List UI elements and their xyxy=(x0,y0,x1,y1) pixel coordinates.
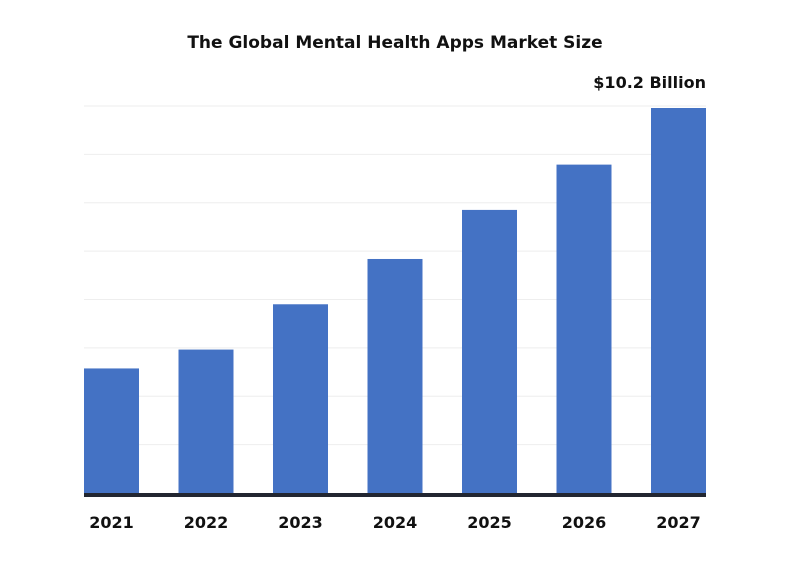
bar-2025 xyxy=(462,209,517,494)
chart-title: The Global Mental Health Apps Market Siz… xyxy=(187,33,602,53)
bars xyxy=(84,108,706,494)
bar-2026 xyxy=(556,164,612,493)
data-labels: $10.2 Billion xyxy=(593,73,706,92)
x-tick-label-2021: 2021 xyxy=(89,513,134,532)
bar-2024 xyxy=(367,258,423,493)
x-tick-label-2025: 2025 xyxy=(467,513,512,532)
bar-2027 xyxy=(651,108,706,493)
x-tick-label-2024: 2024 xyxy=(373,513,418,532)
bar-2021 xyxy=(84,368,139,493)
x-tick-label-2023: 2023 xyxy=(278,513,323,532)
bar-2022 xyxy=(178,349,234,493)
x-tick-label-2027: 2027 xyxy=(656,513,701,532)
bar-2023 xyxy=(273,304,328,493)
data-label-2027: $10.2 Billion xyxy=(593,73,706,92)
x-axis-line xyxy=(84,493,706,497)
x-axis-tick-labels: 2021 2022 2023 2024 2025 2026 2027 xyxy=(89,513,701,532)
x-tick-label-2026: 2026 xyxy=(562,513,607,532)
x-tick-label-2022: 2022 xyxy=(184,513,229,532)
